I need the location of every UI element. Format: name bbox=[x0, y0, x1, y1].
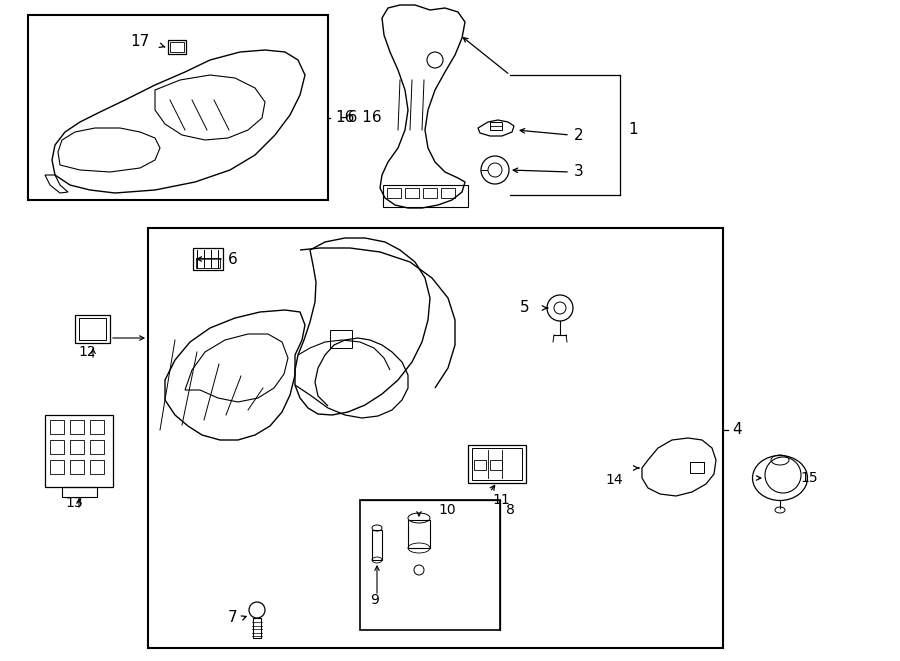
Text: 5: 5 bbox=[520, 301, 529, 315]
Bar bbox=[70, 440, 84, 454]
Bar bbox=[690, 462, 704, 473]
Text: 3: 3 bbox=[574, 165, 584, 180]
Text: 8: 8 bbox=[506, 503, 515, 517]
Bar bbox=[70, 420, 84, 434]
Bar bbox=[170, 42, 184, 52]
Text: –6 16: –6 16 bbox=[340, 110, 382, 126]
Bar bbox=[90, 440, 104, 454]
Bar bbox=[330, 330, 352, 348]
Text: 1: 1 bbox=[628, 122, 637, 137]
Bar bbox=[253, 618, 261, 638]
Bar bbox=[168, 40, 186, 54]
Bar bbox=[408, 520, 430, 548]
Bar bbox=[45, 415, 113, 487]
Bar bbox=[90, 460, 104, 474]
Text: 12: 12 bbox=[78, 345, 95, 359]
Bar bbox=[405, 188, 419, 198]
Text: 13: 13 bbox=[65, 496, 83, 510]
Text: 11: 11 bbox=[492, 493, 509, 507]
Bar bbox=[474, 460, 486, 470]
Text: 4: 4 bbox=[732, 422, 742, 438]
Text: 10: 10 bbox=[438, 503, 455, 517]
Bar bbox=[148, 228, 723, 648]
Bar bbox=[423, 188, 437, 198]
Bar bbox=[79, 318, 106, 340]
Bar bbox=[70, 460, 84, 474]
Bar bbox=[490, 122, 502, 130]
Bar bbox=[472, 448, 522, 480]
Bar bbox=[383, 185, 468, 207]
Bar bbox=[193, 248, 223, 270]
Text: 15: 15 bbox=[800, 471, 817, 485]
Text: 6: 6 bbox=[228, 251, 238, 266]
Text: 16: 16 bbox=[335, 110, 355, 126]
Text: 17: 17 bbox=[130, 34, 149, 50]
Bar bbox=[62, 487, 97, 497]
Bar bbox=[387, 188, 401, 198]
Bar bbox=[75, 315, 110, 343]
Text: 14: 14 bbox=[605, 473, 623, 487]
Bar bbox=[28, 15, 328, 200]
Bar bbox=[360, 500, 500, 630]
Bar bbox=[50, 440, 64, 454]
Bar bbox=[468, 445, 526, 483]
Bar bbox=[50, 460, 64, 474]
Bar bbox=[490, 460, 502, 470]
Bar bbox=[372, 530, 382, 560]
Text: 9: 9 bbox=[370, 593, 379, 607]
Text: 7: 7 bbox=[228, 611, 238, 625]
Bar bbox=[441, 188, 455, 198]
Bar bbox=[90, 420, 104, 434]
Bar bbox=[196, 258, 220, 268]
Bar bbox=[50, 420, 64, 434]
Text: 2: 2 bbox=[574, 128, 583, 143]
